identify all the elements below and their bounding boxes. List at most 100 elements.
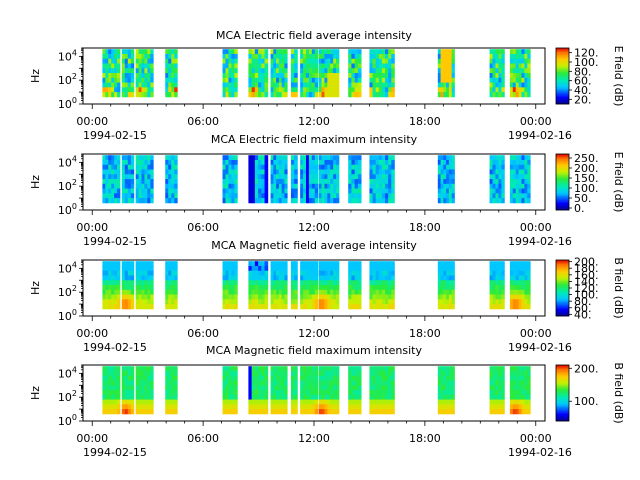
spectrogram-cell: [141, 404, 145, 410]
spectrogram-cell: [498, 87, 502, 93]
spectrogram-cell: [248, 198, 253, 204]
spectrogram-cell: [324, 370, 328, 377]
spectrogram-cell: [351, 63, 356, 69]
spectrogram-cell: [294, 159, 298, 166]
spectrogram-cell: [527, 285, 531, 291]
spectrogram-cell: [276, 92, 280, 98]
spectrogram-cell: [521, 155, 525, 161]
colorbar-swatch: [556, 83, 569, 85]
spectrogram-cell: [261, 63, 265, 69]
spectrogram-cell: [391, 155, 395, 161]
spectrogram-cell: [124, 198, 129, 204]
spectrogram-cell: [281, 289, 285, 295]
spectrogram-cell: [294, 63, 298, 69]
spectrogram-cell: [144, 58, 148, 64]
spectrogram-cell: [105, 92, 109, 98]
spectrogram-cell: [174, 270, 178, 276]
spectrogram-cell: [512, 155, 517, 161]
spectrogram-cell: [258, 275, 262, 281]
spectrogram-cell: [108, 380, 112, 386]
spectrogram-cell: [114, 265, 118, 272]
spectrogram-cell: [284, 179, 288, 185]
spectrogram-cell: [228, 299, 232, 305]
spectrogram-cell: [111, 265, 115, 272]
spectrogram-cell: [121, 285, 126, 291]
spectrogram-cell: [281, 385, 285, 391]
spectrogram-cell: [102, 385, 106, 391]
spectrogram-cell: [254, 399, 259, 405]
spectrogram-cell: [327, 53, 331, 60]
spectrogram-cell: [174, 155, 178, 161]
spectrogram-cell: [117, 68, 121, 74]
spectrogram-cell: [251, 399, 256, 405]
spectrogram-cell: [333, 183, 337, 189]
spectrogram-cell: [440, 394, 444, 400]
spectrogram-cell: [372, 299, 377, 305]
spectrogram-cell: [273, 73, 277, 79]
colorbar-swatch: [556, 260, 569, 262]
spectrogram-cell: [303, 385, 307, 391]
spectrogram-cell: [300, 280, 304, 286]
colorbar-swatch: [556, 293, 569, 296]
spectrogram-cell: [234, 155, 238, 161]
spectrogram-cell: [333, 155, 337, 161]
spectrogram-cell: [127, 169, 132, 175]
spectrogram-cell: [284, 77, 288, 83]
spectrogram-cell: [281, 63, 285, 69]
spectrogram-cell: [144, 375, 148, 381]
spectrogram-cell: [369, 261, 373, 267]
spectrogram-cell: [348, 169, 352, 175]
spectrogram-cell: [327, 164, 331, 170]
spectrogram-cell: [284, 294, 288, 300]
spectrogram-cell: [102, 193, 106, 199]
spectrogram-cell: [369, 183, 373, 189]
spectrogram-cell: [336, 289, 340, 295]
spectrogram-cell: [305, 159, 310, 166]
spectrogram-cell: [372, 155, 377, 161]
spectrogram-cell: [354, 188, 359, 194]
spectrogram-cell: [489, 289, 493, 295]
spectrogram-cell: [171, 409, 175, 415]
spectrogram-cell: [254, 155, 259, 161]
spectrogram-cell: [446, 375, 450, 381]
spectrogram-cell: [108, 87, 112, 93]
spectrogram-cell: [108, 193, 112, 199]
spectrogram-cell: [375, 164, 380, 170]
colorbar-swatch: [556, 53, 569, 56]
colorbar-swatch: [556, 173, 569, 176]
spectrogram-cell: [381, 390, 386, 396]
spectrogram-cell: [168, 68, 172, 74]
spectrogram-cell: [489, 380, 493, 386]
colorbar-swatch: [556, 97, 569, 99]
spectrogram-cell: [330, 261, 334, 267]
colorbar-swatch: [556, 85, 569, 88]
spectrogram-cell: [381, 179, 386, 185]
spectrogram-cell: [111, 92, 115, 98]
spectrogram-cell: [114, 275, 118, 281]
spectrogram-cell: [378, 179, 383, 185]
spectrogram-cell: [489, 183, 493, 189]
spectrogram-cell: [281, 77, 285, 83]
spectrogram-cell: [124, 304, 129, 310]
spectrogram-cell: [254, 159, 259, 166]
y-tick-label: 100: [58, 96, 77, 111]
spectrogram-cell: [276, 174, 280, 180]
spectrogram-cell: [108, 164, 112, 170]
spectrogram-cell: [222, 375, 226, 381]
colorbar-swatch: [556, 418, 569, 420]
spectrogram-cell: [321, 92, 325, 98]
spectrogram-cell: [336, 92, 340, 98]
spectrogram-cell: [270, 304, 274, 310]
spectrogram-cell: [324, 164, 328, 170]
colorbar-swatch: [556, 155, 569, 158]
spectrogram-cell: [121, 280, 126, 286]
spectrogram-cell: [281, 380, 285, 386]
spectrogram-cell: [440, 304, 444, 310]
spectrogram-cell: [501, 385, 505, 391]
spectrogram-cell: [318, 380, 322, 386]
spectrogram-cell: [378, 289, 383, 295]
spectrogram-cell: [300, 261, 304, 267]
spectrogram-cell: [248, 92, 253, 98]
spectrogram-cell: [489, 404, 493, 410]
spectrogram-cell: [168, 304, 172, 310]
